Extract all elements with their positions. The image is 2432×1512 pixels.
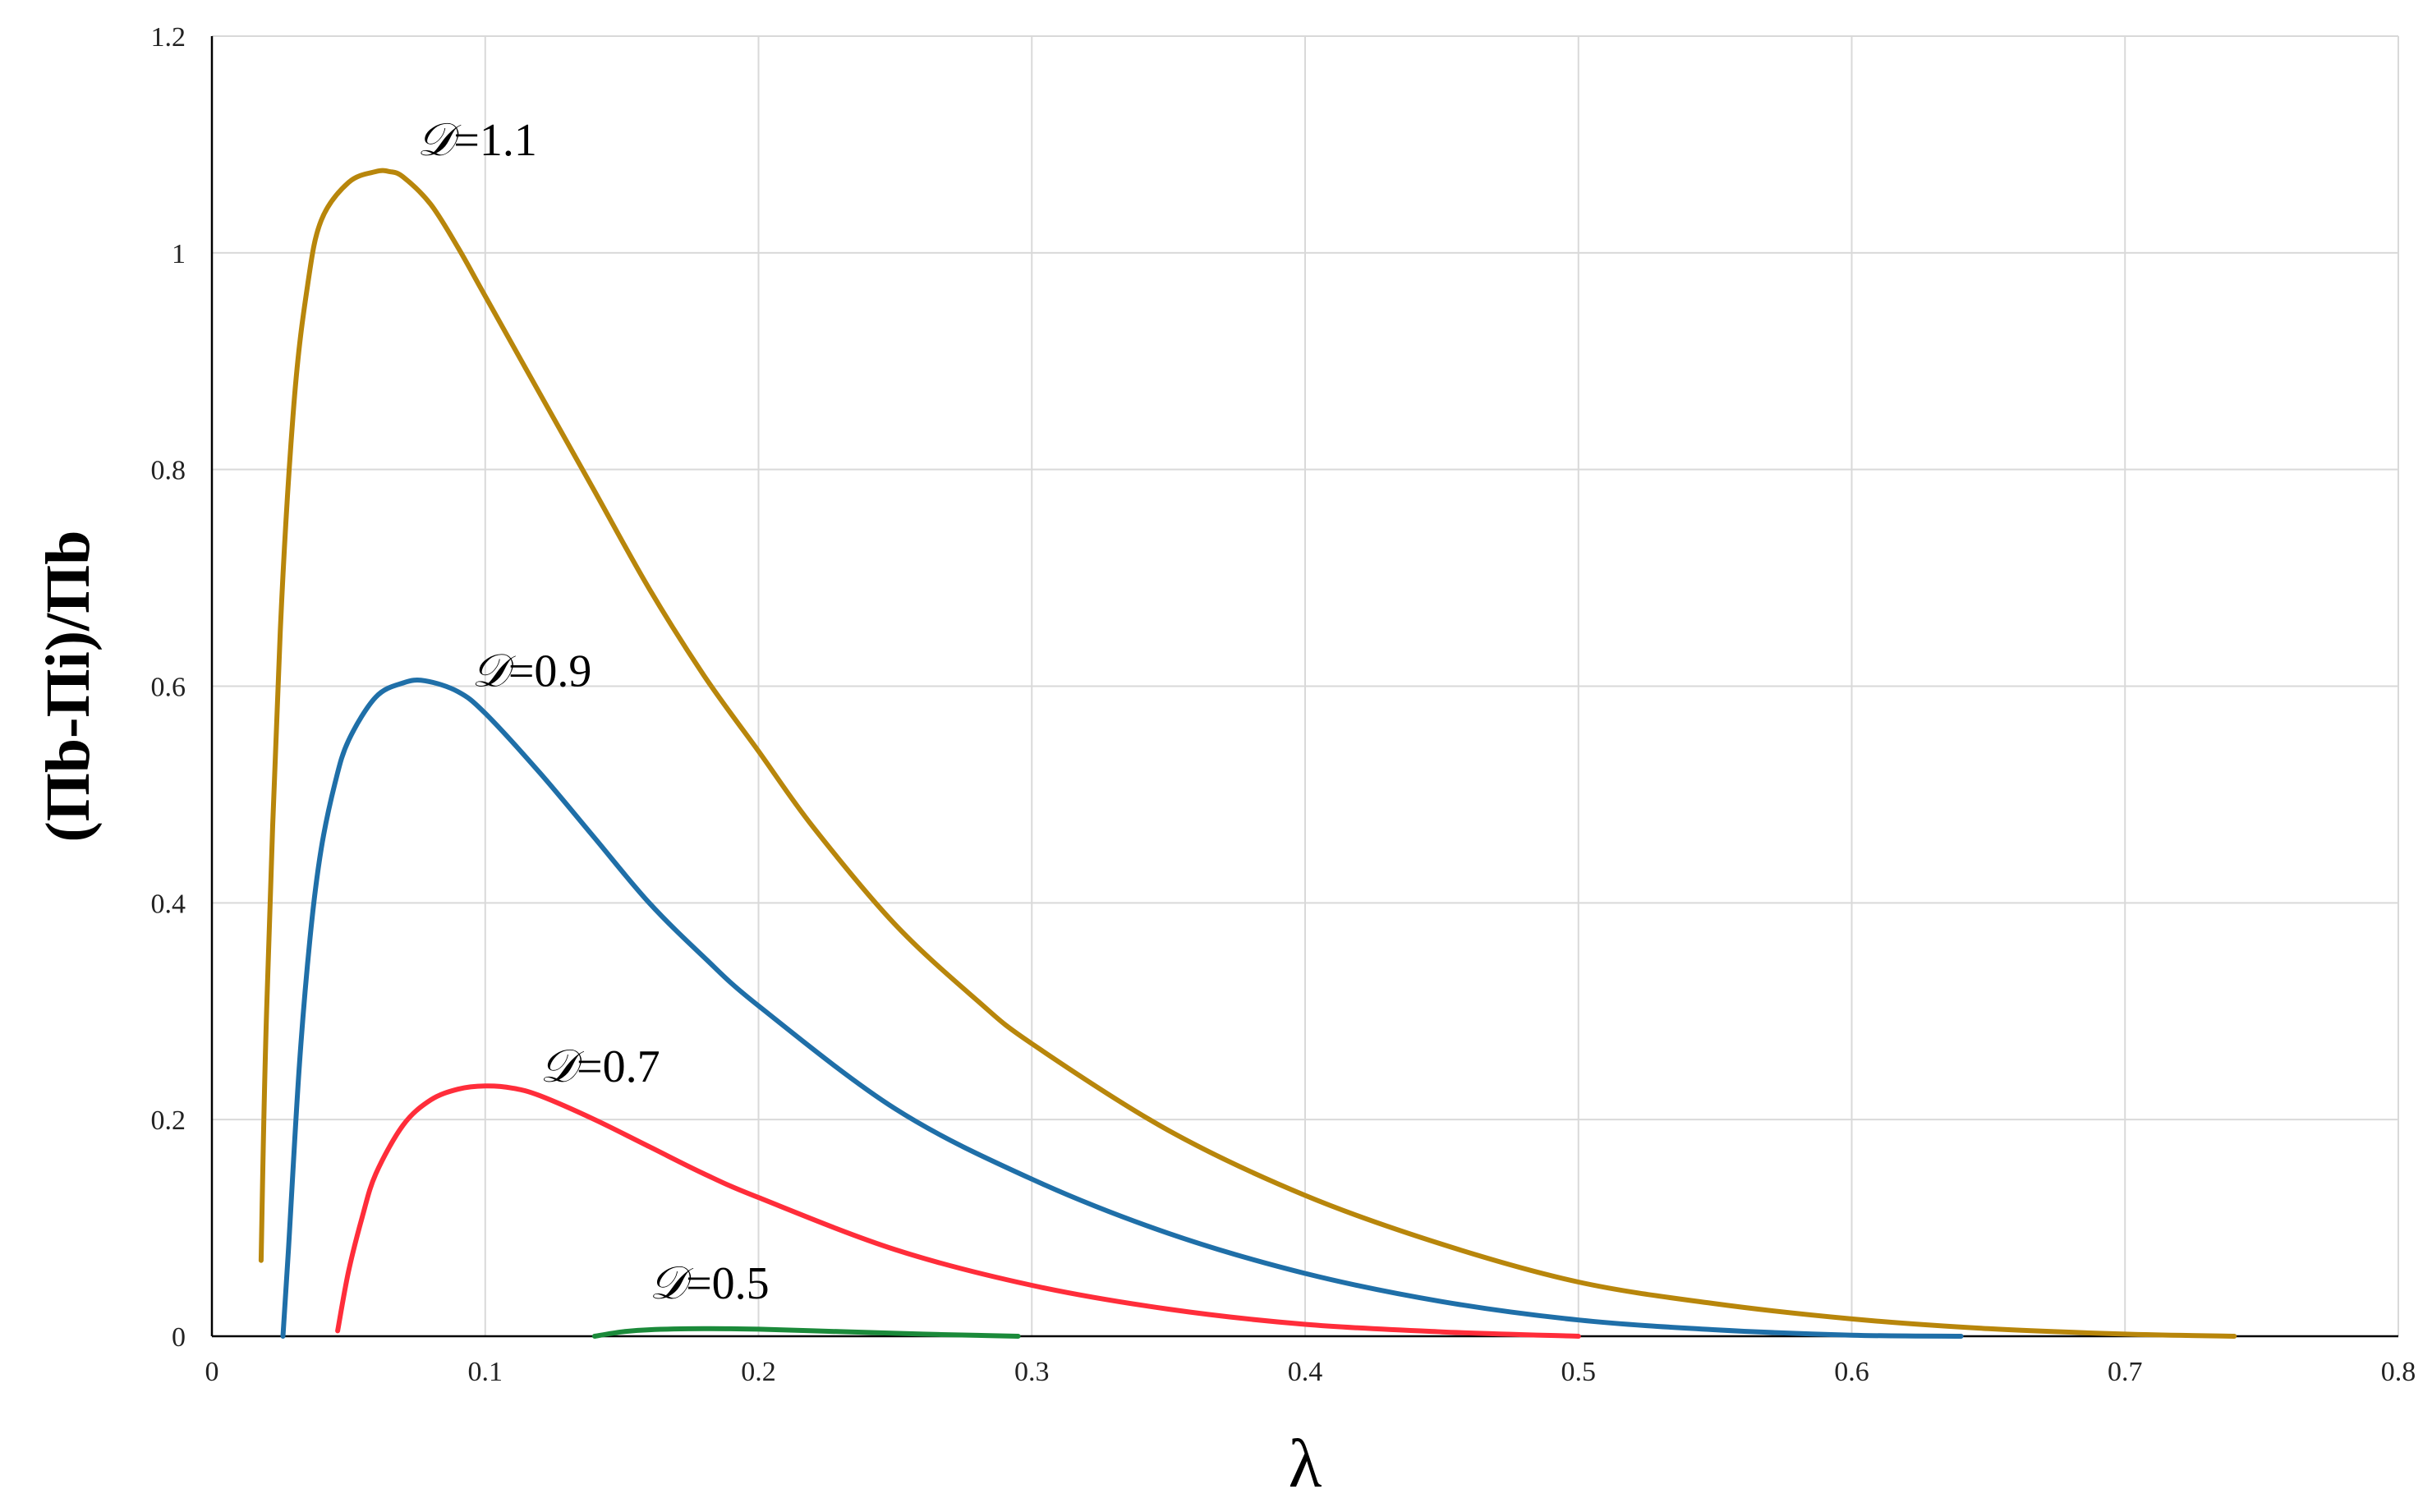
y-tick-label: 0.6: [151, 673, 186, 703]
series-line-2: [335, 1083, 1581, 1339]
x-tick-label: 0.2: [741, 1357, 776, 1387]
x-tick-label: 0.1: [468, 1357, 503, 1387]
y-tick-label: 0: [172, 1322, 186, 1353]
y-tick-labels: 0 0.2 0.4 0.6 0.8 1 1.2: [151, 22, 186, 1353]
x-tick-label: 0.7: [2108, 1357, 2143, 1387]
y-tick-label: 1: [172, 239, 186, 269]
y-tick-label: 0.4: [151, 889, 186, 919]
x-tick-label: 0.5: [1561, 1357, 1597, 1387]
series-line-1: [280, 678, 1964, 1339]
curve-label-2: 𝒟=0.7: [540, 1041, 660, 1092]
x-tick-labels: 0 0.1 0.2 0.3 0.4 0.5 0.6 0.7 0.8: [205, 1357, 2416, 1387]
y-tick-label: 0.2: [151, 1105, 186, 1136]
curve-label-3: 𝒟=0.5: [649, 1258, 769, 1309]
curve-label-1: 𝒟=0.9: [471, 646, 591, 697]
x-tick-label: 0.4: [1288, 1357, 1323, 1387]
curve-label-0: 𝒟=1.1: [417, 115, 537, 166]
x-tick-label: 0.3: [1014, 1357, 1050, 1387]
series-line-0: [258, 168, 2237, 1339]
y-tick-label: 1.2: [151, 22, 186, 53]
x-tick-label: 0.6: [1834, 1357, 1869, 1387]
x-tick-label: 0.8: [2381, 1357, 2416, 1387]
series-line-3: [591, 1326, 1021, 1339]
axes: [210, 36, 2398, 1338]
y-axis-label: (Πb-Πi)/Πb: [34, 530, 103, 842]
y-tick-label: 0.8: [151, 456, 186, 486]
x-axis-label: λ: [1289, 1426, 1322, 1502]
x-tick-label: 0: [205, 1357, 219, 1387]
series-group: [258, 168, 2237, 1339]
grid: [212, 35, 2399, 1336]
curve-labels: 𝒟=1.1 𝒟=0.9 𝒟=0.7 𝒟=0.5: [417, 115, 770, 1309]
